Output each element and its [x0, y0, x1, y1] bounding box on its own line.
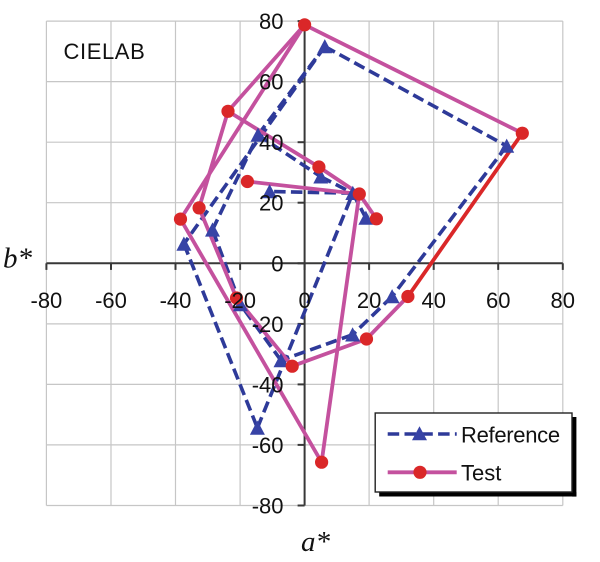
svg-text:-40: -40 [160, 288, 192, 313]
svg-text:-80: -80 [252, 494, 284, 519]
svg-text:-60: -60 [95, 288, 127, 313]
svg-text:b*: b* [3, 243, 33, 275]
svg-text:80: 80 [551, 288, 575, 313]
svg-text:-20: -20 [252, 312, 284, 337]
svg-text:20: 20 [259, 191, 283, 216]
svg-text:-80: -80 [31, 288, 63, 313]
svg-text:0: 0 [271, 251, 283, 276]
svg-text:40: 40 [259, 130, 283, 155]
svg-text:-20: -20 [224, 288, 256, 313]
svg-text:a*: a* [301, 526, 331, 557]
svg-text:20: 20 [357, 288, 381, 313]
svg-text:Reference: Reference [461, 422, 560, 447]
svg-text:0: 0 [298, 288, 310, 313]
svg-text:CIELAB: CIELAB [64, 39, 146, 64]
svg-text:60: 60 [486, 288, 510, 313]
svg-text:-60: -60 [252, 433, 284, 458]
svg-text:-40: -40 [252, 372, 284, 397]
svg-text:80: 80 [259, 9, 283, 34]
svg-text:40: 40 [421, 288, 445, 313]
svg-text:Test: Test [461, 461, 501, 486]
svg-text:60: 60 [259, 70, 283, 95]
